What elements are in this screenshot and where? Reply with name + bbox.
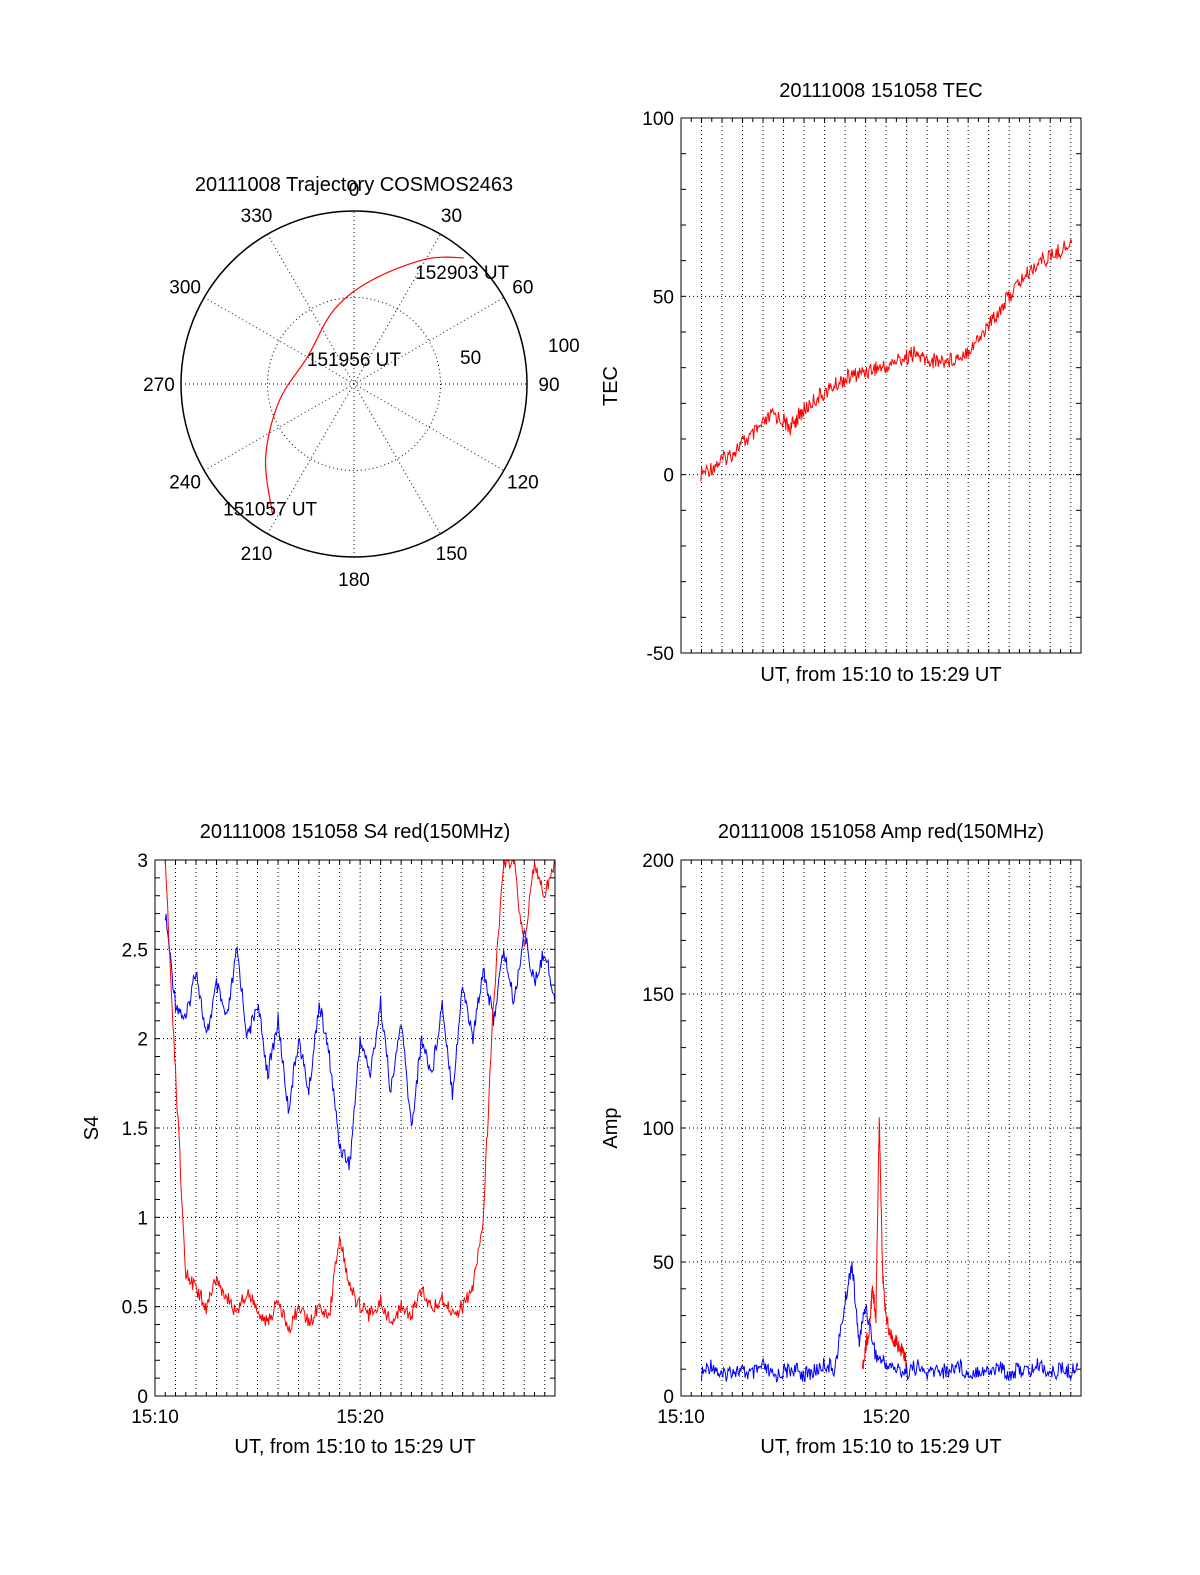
y-tick-label: 2 <box>137 1030 148 1051</box>
tec-panel: 20111008 151058 TEC -50 0 50 100 UT, from 1… <box>600 80 1082 686</box>
azimuth-label: 90 <box>538 375 559 396</box>
amp-grid <box>680 860 1082 1396</box>
series-line <box>861 1117 908 1370</box>
tec-grid <box>680 118 1082 653</box>
y-tick-label: 200 <box>642 851 674 872</box>
y-tick-label: -50 <box>647 644 674 665</box>
y-tick-label: 0 <box>663 1387 674 1408</box>
elevation-ring-label-50: 50 <box>460 348 481 369</box>
s4-plot-frame <box>154 859 556 1397</box>
amp-plot-frame <box>680 859 1082 1397</box>
trajectory-polar-panel: 20111008 Trajectory COSMOS2463 0 30 60 90 12… <box>143 174 580 591</box>
y-tick-label: 2.5 <box>122 940 148 961</box>
azimuth-label: 120 <box>507 473 539 494</box>
azimuth-label: 60 <box>512 278 533 299</box>
trajectory-title: 20111008 Trajectory COSMOS2463 <box>195 174 513 196</box>
amp-title: 20111008 151058 Amp red(150MHz) <box>718 821 1044 843</box>
azimuth-label: 300 <box>169 278 201 299</box>
amp-xlabel: UT, from 15:10 to 15:29 UT <box>760 1436 1001 1458</box>
amp-panel: 20111008 151058 Amp red(150MHz) 0 50 100 15… <box>600 821 1082 1458</box>
azimuth-label: 0 <box>349 180 360 201</box>
s4-x-ticks: 15:10 15:20 <box>131 1407 384 1428</box>
series-line <box>164 859 556 1334</box>
azimuth-label: 150 <box>436 544 468 565</box>
s4-title: 20111008 151058 S4 red(150MHz) <box>200 821 511 843</box>
trajectory-time-label: 152903 UT <box>415 263 509 284</box>
polar-outer-circle <box>180 210 528 558</box>
trajectory-annotations: 152903 UT 151956 UT 151057 UT <box>223 263 509 520</box>
azimuth-label: 210 <box>241 544 273 565</box>
x-tick-label: 15:10 <box>131 1407 179 1428</box>
tec-series <box>700 239 1073 482</box>
azimuth-label: 30 <box>441 206 462 227</box>
series-line <box>700 239 1073 482</box>
polar-spoke <box>267 233 441 535</box>
y-tick-label: 100 <box>642 109 674 130</box>
tec-plot-frame <box>680 117 1082 654</box>
y-tick-label: 0 <box>137 1387 148 1408</box>
y-tick-label: 3 <box>137 851 148 872</box>
s4-grid <box>154 860 556 1396</box>
s4-y-ticks: 0 0.5 1 1.5 2 2.5 3 <box>122 851 148 1408</box>
series-line <box>701 1261 1079 1383</box>
y-tick-label: 50 <box>653 1253 674 1274</box>
trajectory-line <box>264 256 464 515</box>
polar-ring <box>267 297 441 471</box>
s4-ylabel: S4 <box>81 1116 103 1140</box>
s4-panel: 20111008 151058 S4 red(150MHz) 0 0.5 1 1.5 2… <box>81 821 556 1458</box>
amp-x-ticks: 15:10 15:20 <box>657 1407 910 1428</box>
x-tick-label: 15:20 <box>862 1407 910 1428</box>
trajectory-time-label: 151956 UT <box>307 350 401 371</box>
y-tick-label: 0 <box>663 466 674 487</box>
y-tick-label: 1 <box>137 1208 148 1229</box>
azimuth-labels: 0 30 60 90 120 150 180 210 240 270 300 330 <box>143 180 559 591</box>
y-tick-label: 0.5 <box>122 1298 148 1319</box>
amp-y-ticks: 0 50 100 150 200 <box>642 851 674 1408</box>
amp-ylabel: Amp <box>600 1107 622 1148</box>
azimuth-label: 240 <box>169 473 201 494</box>
s4-xlabel: UT, from 15:10 to 15:29 UT <box>234 1436 475 1458</box>
tec-title: 20111008 151058 TEC <box>779 80 983 102</box>
s4-series <box>164 859 556 1334</box>
y-tick-label: 100 <box>642 1119 674 1140</box>
azimuth-label: 330 <box>241 206 273 227</box>
azimuth-label: 270 <box>143 375 175 396</box>
tec-y-ticks: -50 0 50 100 <box>642 109 674 665</box>
tec-ylabel: TEC <box>600 366 622 406</box>
y-tick-label: 1.5 <box>122 1119 148 1140</box>
azimuth-label: 180 <box>338 570 370 591</box>
series-line <box>164 913 556 1171</box>
y-tick-label: 50 <box>653 287 674 308</box>
x-tick-label: 15:10 <box>657 1407 705 1428</box>
elevation-ring-label-100: 100 <box>548 336 580 357</box>
x-tick-label: 15:20 <box>336 1407 384 1428</box>
y-tick-label: 150 <box>642 985 674 1006</box>
trajectory-series <box>264 256 464 515</box>
trajectory-time-label: 151057 UT <box>223 499 317 520</box>
polar-grid <box>181 211 527 557</box>
tec-xlabel: UT, from 15:10 to 15:29 UT <box>760 664 1001 686</box>
amp-series <box>701 1117 1079 1383</box>
